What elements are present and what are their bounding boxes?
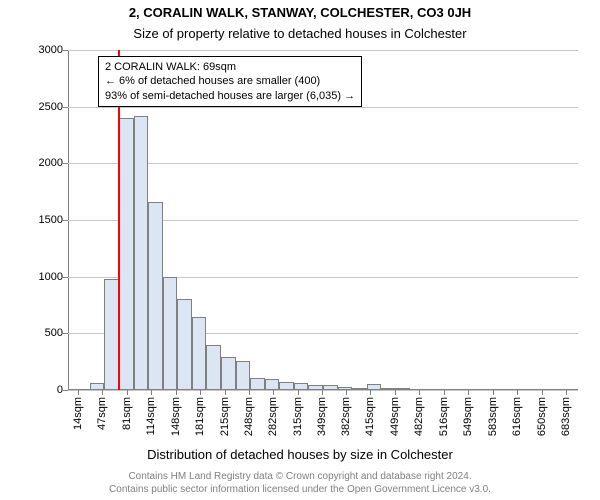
- x-tick-mark: [370, 390, 371, 395]
- y-tick-label: 1500: [39, 214, 68, 226]
- annotation-line: ← 6% of detached houses are smaller (400…: [105, 74, 355, 88]
- histogram-bar: [206, 345, 221, 390]
- histogram-bar: [308, 385, 323, 390]
- y-tick-label: 2500: [39, 101, 68, 113]
- y-tick-label: 1000: [39, 271, 68, 283]
- y-tick-label: 3000: [39, 44, 68, 56]
- x-tick-label: 47sqm: [96, 397, 108, 430]
- histogram-bar: [148, 202, 163, 390]
- x-tick-label: 382sqm: [340, 397, 352, 436]
- x-tick-mark: [273, 390, 274, 395]
- attribution-line2: Contains public sector information licen…: [0, 483, 600, 496]
- histogram-bar: [119, 118, 134, 390]
- x-tick-mark: [176, 390, 177, 395]
- histogram-bar: [104, 279, 119, 390]
- chart-container: 2, CORALIN WALK, STANWAY, COLCHESTER, CO…: [0, 0, 600, 500]
- attribution-line1: Contains HM Land Registry data © Crown c…: [0, 470, 600, 483]
- x-tick-label: 114sqm: [145, 397, 157, 435]
- x-tick-label: 549sqm: [462, 397, 474, 436]
- x-tick-label: 415sqm: [364, 397, 376, 436]
- x-tick-mark: [395, 390, 396, 395]
- histogram-bar: [381, 388, 396, 390]
- x-axis-label: Distribution of detached houses by size …: [0, 447, 600, 462]
- x-tick-mark: [346, 390, 347, 395]
- x-tick-label: 148sqm: [170, 397, 182, 436]
- x-tick-mark: [127, 390, 128, 395]
- histogram-bar: [279, 382, 294, 390]
- x-tick-label: 81sqm: [121, 397, 133, 430]
- x-tick-mark: [322, 390, 323, 395]
- x-tick-mark: [419, 390, 420, 395]
- histogram-bar: [236, 361, 251, 390]
- x-tick-label: 583sqm: [487, 397, 499, 436]
- x-tick-mark: [78, 390, 79, 395]
- x-tick-label: 349sqm: [316, 397, 328, 436]
- x-tick-mark: [542, 390, 543, 395]
- x-tick-label: 14sqm: [72, 397, 84, 430]
- x-tick-mark: [493, 390, 494, 395]
- histogram-bar: [192, 317, 207, 390]
- x-tick-label: 616sqm: [511, 397, 523, 436]
- histogram-bar: [367, 384, 382, 390]
- histogram-bar: [338, 387, 353, 390]
- histogram-bar: [134, 116, 149, 390]
- x-tick-label: 215sqm: [219, 397, 231, 436]
- annotation-line: 2 CORALIN WALK: 69sqm: [105, 60, 355, 74]
- plot-area: 05001000150020002500300014sqm47sqm81sqm1…: [68, 50, 578, 390]
- histogram-bar: [396, 388, 411, 390]
- y-tick-label: 0: [57, 384, 68, 396]
- x-tick-mark: [249, 390, 250, 395]
- histogram-bar: [221, 357, 236, 390]
- annotation-box: 2 CORALIN WALK: 69sqm← 6% of detached ho…: [98, 56, 362, 107]
- y-tick-label: 2000: [39, 157, 68, 169]
- x-tick-mark: [566, 390, 567, 395]
- x-tick-label: 650sqm: [536, 397, 548, 436]
- histogram-bar: [163, 277, 178, 390]
- x-tick-label: 683sqm: [560, 397, 572, 436]
- histogram-bar: [265, 379, 280, 390]
- gridline: [68, 50, 578, 51]
- x-tick-label: 282sqm: [267, 397, 279, 436]
- x-tick-label: 181sqm: [194, 397, 206, 436]
- histogram-bar: [352, 388, 367, 390]
- chart-title-address: 2, CORALIN WALK, STANWAY, COLCHESTER, CO…: [0, 5, 600, 20]
- x-tick-mark: [298, 390, 299, 395]
- histogram-bar: [177, 299, 192, 390]
- histogram-bar: [250, 378, 265, 390]
- x-tick-label: 248sqm: [243, 397, 255, 436]
- x-tick-label: 315sqm: [292, 397, 304, 436]
- x-tick-mark: [444, 390, 445, 395]
- annotation-line: 93% of semi-detached houses are larger (…: [105, 89, 355, 103]
- x-tick-label: 449sqm: [389, 397, 401, 436]
- x-tick-mark: [517, 390, 518, 395]
- histogram-bar: [323, 385, 338, 390]
- x-tick-mark: [200, 390, 201, 395]
- y-tick-label: 500: [45, 327, 68, 339]
- x-tick-label: 516sqm: [438, 397, 450, 436]
- x-tick-mark: [468, 390, 469, 395]
- x-tick-label: 482sqm: [413, 397, 425, 436]
- histogram-bar: [90, 383, 105, 390]
- chart-subtitle: Size of property relative to detached ho…: [0, 26, 600, 41]
- x-tick-mark: [225, 390, 226, 395]
- x-tick-mark: [102, 390, 103, 395]
- x-tick-mark: [151, 390, 152, 395]
- attribution-text: Contains HM Land Registry data © Crown c…: [0, 470, 600, 496]
- histogram-bar: [294, 383, 309, 390]
